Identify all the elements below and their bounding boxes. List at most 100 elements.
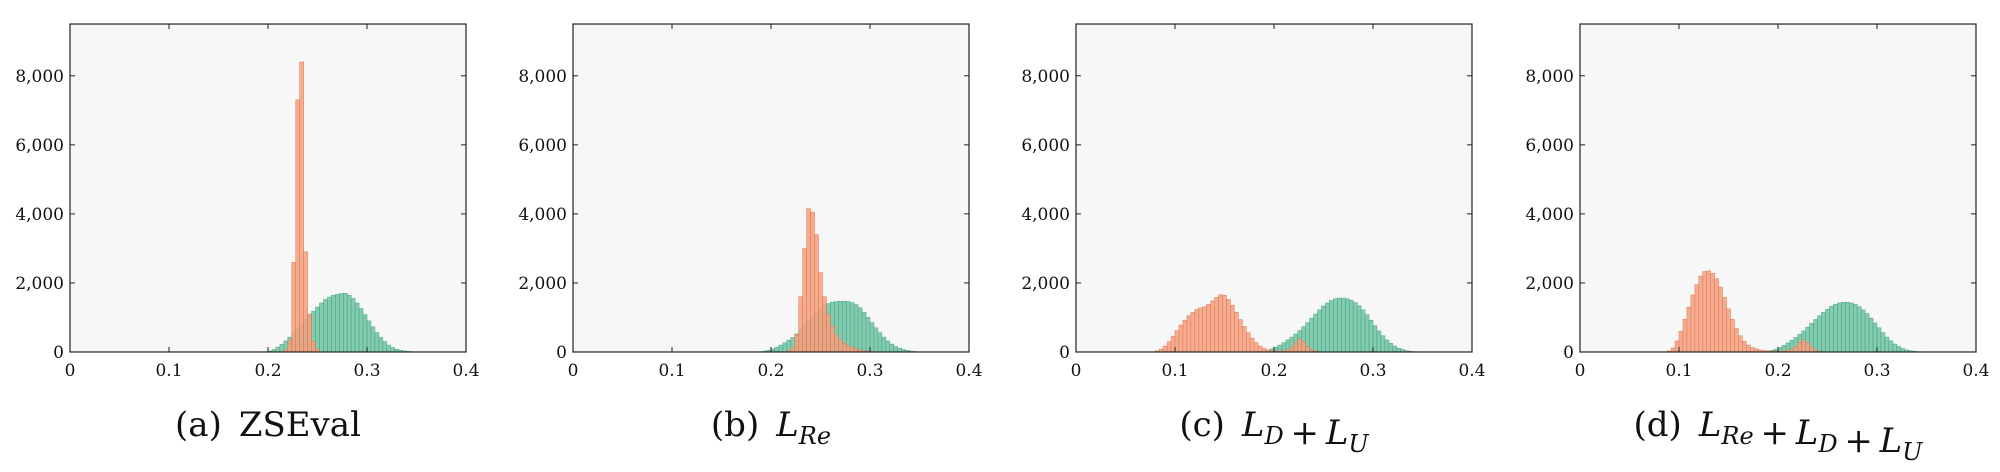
histogram-bar-red-1 [790,347,796,353]
histogram-bar-green-6 [1281,342,1287,353]
histogram-bar-red-25 [1253,342,1259,353]
histogram-bar-red-17 [1222,295,1227,353]
histogram-bar-red-3 [295,99,300,353]
histogram-bar-green-3 [275,346,281,353]
histogram-bar-red-15 [845,345,851,353]
histogram-bar-red-32 [1793,346,1799,353]
histogram-bar-red-11 [1198,307,1204,353]
histogram-bar-green-32 [390,347,396,353]
caption-text: ZSEval [239,405,361,445]
x-tick-label: 0.2 [254,361,281,381]
histogram-bar-green-19 [338,293,344,353]
histogram-bar-green-20 [342,293,348,353]
y-tick-label: 0 [53,343,64,363]
histogram-bar-green-6 [782,342,788,353]
caption-subscript: U [1348,430,1369,458]
histogram-bar-red-16 [849,347,855,353]
histogram-bar-green-23 [354,302,360,353]
caption-symbol: L [1325,413,1349,453]
histogram-bar-green-26 [1864,313,1870,353]
histogram-bar-red-35 [1805,342,1810,353]
histogram-bar-green-14 [1817,315,1822,353]
y-tick-label: 2,000 [1525,274,1574,294]
histogram-bar-green-25 [362,314,368,353]
histogram-bar-red-38 [1305,346,1310,353]
histogram-bar-green-23 [1348,299,1354,353]
histogram-bar-red-13 [838,339,843,353]
plot-area [1580,24,1976,352]
histogram-bar-red-7 [1182,319,1188,353]
x-tick-label: 0 [568,361,579,381]
histogram-bar-red-20 [1746,344,1751,353]
histogram-bar-red-18 [1226,299,1231,353]
histogram-bar-red-16 [1730,318,1735,353]
histogram-bar-red-10 [1706,270,1711,353]
x-tick-label: 0.1 [658,361,685,381]
caption-subscript: D [1817,430,1837,458]
y-tick-label: 8,000 [1525,67,1574,87]
histogram-bar-red-4 [1170,335,1176,353]
histogram-bar-green-14 [319,302,324,353]
plot-area [573,24,969,352]
panel-label: (b) [711,405,776,445]
histogram-bar-green-17 [1829,306,1834,353]
histogram-bar-red-14 [1210,300,1215,353]
histogram-bar-red-7 [1694,284,1700,353]
y-tick-label: 2,000 [518,274,567,294]
histogram-bar-red-8 [1186,315,1192,353]
histogram-bar-green-27 [1868,317,1874,353]
histogram-bar-red-14 [1722,297,1727,353]
histogram-bar-red-5 [806,208,811,353]
plot-area [1076,24,1472,352]
histogram-bar-green-33 [1388,343,1394,353]
histogram-bar-red-8 [818,272,823,353]
panel-caption: (c) LD + LU [1179,405,1369,458]
histogram-bar-green-22 [845,301,851,353]
histogram-bar-green-27 [370,326,376,353]
histogram-bar-red-36 [1809,346,1814,353]
histogram-bar-green-22 [350,298,356,353]
panel-label: (d) [1634,405,1699,445]
histogram-bar-green-18 [1329,300,1334,353]
histogram-bar-green-29 [1876,327,1882,353]
histogram-bar-red-21 [1749,347,1755,353]
histogram-bar-red-23 [1245,332,1251,353]
histogram-bar-red-20 [1234,311,1239,353]
histogram-bar-green-15 [1317,309,1322,353]
histogram-bar-red-13 [1206,304,1211,353]
histogram-bar-green-29 [378,337,384,353]
histogram-bar-red-33 [1797,342,1803,353]
histogram-bar-red-22 [1242,326,1247,353]
histogram-bar-green-13 [1309,317,1314,353]
x-tick-label: 0.4 [452,361,479,381]
y-tick-label: 6,000 [1021,136,1070,156]
histogram-bar-red-10 [826,313,831,353]
histogram-bar-red-10 [1194,309,1200,353]
caption-symbol: L [1795,413,1819,453]
histogram-bar-green-21 [346,295,352,353]
histogram-bar-green-4 [774,346,780,353]
histogram-bar-red-3 [1166,341,1172,353]
histogram-bar-green-16 [1321,305,1326,353]
histogram-bar-green-5 [778,344,784,353]
y-tick-label: 8,000 [1021,67,1070,87]
histogram-bar-red-6 [810,211,815,353]
histogram-bar-green-13 [315,306,320,353]
x-tick-label: 0.3 [856,361,883,381]
chart-panel-2: 0 0.1 0.2 0.3 0.4 0 2,000 4,000 6,000 8,000 (b) LR… [518,23,983,450]
caption-symbol: L [1879,421,1903,461]
histogram-bar-green-34 [1392,345,1398,353]
histogram-bar-green-28 [1368,319,1374,353]
histogram-bar-green-25 [857,307,863,353]
histogram-bar-green-26 [861,311,867,353]
histogram-bar-green-31 [1380,335,1386,353]
x-tick-label: 0.4 [1962,361,1989,381]
histogram-bar-green-30 [1376,330,1382,353]
panel-label: (c) [1179,405,1242,445]
histogram-bar-red-11 [1710,272,1715,353]
histogram-bar-green-19 [1333,298,1338,353]
x-tick-label: 0.4 [955,361,982,381]
histogram-bar-red-5 [1686,306,1692,353]
histogram-bar-red-14 [841,343,847,353]
